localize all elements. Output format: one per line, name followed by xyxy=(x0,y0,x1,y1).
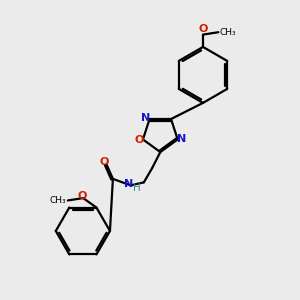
Text: H: H xyxy=(133,183,141,193)
Text: O: O xyxy=(99,157,109,167)
Text: O: O xyxy=(77,191,86,201)
Text: CH₃: CH₃ xyxy=(50,196,66,205)
Text: O: O xyxy=(198,24,208,34)
Text: O: O xyxy=(134,135,144,145)
Text: CH₃: CH₃ xyxy=(220,28,236,37)
Text: N: N xyxy=(177,134,186,144)
Text: N: N xyxy=(124,179,134,189)
Text: N: N xyxy=(141,112,150,123)
